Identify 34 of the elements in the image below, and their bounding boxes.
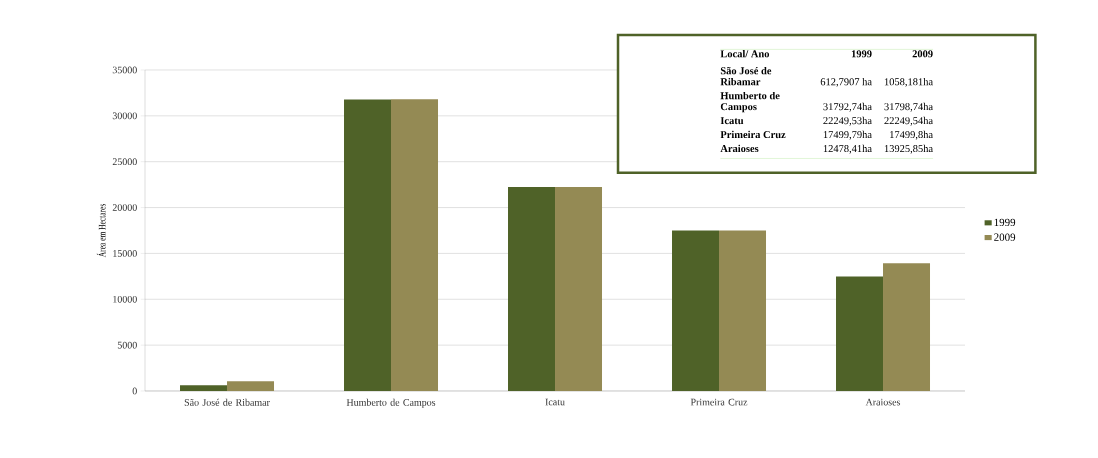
y-axis-title: Área em Hectares bbox=[96, 203, 106, 258]
annotation: 31792,74ha bbox=[823, 102, 872, 112]
text: Local/ Ano bbox=[720, 50, 770, 58]
annotation: 31798,74ha bbox=[884, 102, 933, 112]
y-tick-label: 15000 bbox=[113, 250, 137, 257]
y-tick-label: 10000 bbox=[113, 295, 137, 303]
category-label: São José de Ribamar bbox=[720, 66, 772, 86]
annotation: 17499,8ha bbox=[890, 130, 933, 140]
x-tick-label: São José de Ribamar bbox=[184, 398, 270, 406]
annotation: 17499,79ha bbox=[823, 130, 872, 140]
x-tick-label: Primeira Cruz bbox=[690, 398, 748, 406]
annotation: 612,7907 ha bbox=[820, 77, 872, 87]
x-tick-label: Humberto de Campos bbox=[346, 398, 436, 408]
category-label: Humberto de Campos bbox=[720, 91, 780, 113]
legend-label: 1999 bbox=[994, 218, 1016, 227]
y-tick-label: 0 bbox=[132, 387, 137, 395]
annotation: 13925,85ha bbox=[884, 144, 933, 154]
y-tick-label: 25000 bbox=[112, 158, 137, 166]
text: 1999 bbox=[851, 50, 872, 58]
y-tick-label: 35000 bbox=[112, 66, 137, 74]
annotation: 22249,53ha bbox=[823, 116, 872, 126]
category-label: Primeira Cruz bbox=[720, 130, 786, 139]
text: 2009 bbox=[912, 50, 933, 58]
y-tick-label: 5000 bbox=[117, 341, 137, 349]
x-tick-label: Araioses bbox=[865, 398, 901, 406]
annotation: 12478,41ha bbox=[823, 144, 872, 154]
legend-label: 2009 bbox=[994, 233, 1016, 241]
category-label: Araioses bbox=[720, 144, 759, 153]
category-label: Icatu bbox=[720, 117, 744, 125]
annotation: 1058,181ha bbox=[884, 77, 933, 87]
y-tick-label: 30000 bbox=[112, 112, 137, 120]
x-tick-label: Icatu bbox=[545, 398, 565, 406]
y-tick-label: 20000 bbox=[112, 204, 137, 211]
annotation: 22249,54ha bbox=[884, 116, 933, 126]
